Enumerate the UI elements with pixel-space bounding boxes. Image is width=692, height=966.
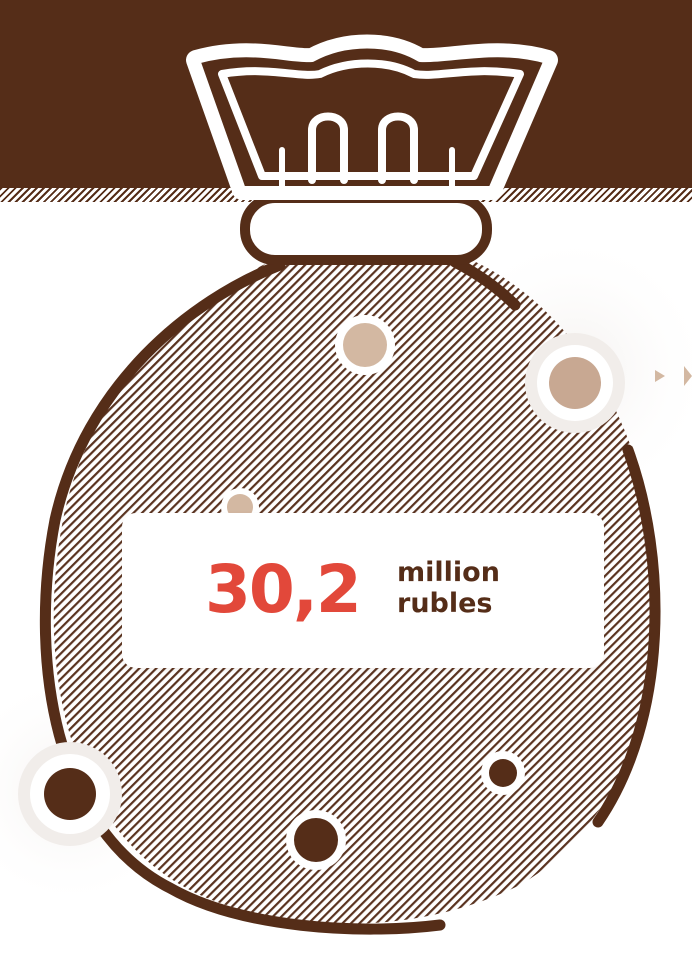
bag-top-inner-outline: [218, 59, 524, 180]
bag-outline-left: [39, 259, 446, 935]
dot-brown-bottom: [294, 818, 338, 862]
bag-knot-lines: [279, 147, 455, 193]
bag-outline-right: [592, 444, 661, 828]
amount-unit-line1: million: [397, 557, 500, 588]
amount-unit: million rubles: [397, 557, 500, 619]
dot-beige-right: [549, 357, 601, 409]
bag-neck-band: [240, 193, 492, 265]
bag-fold-right: [378, 112, 418, 184]
bag-fold-left: [308, 112, 348, 184]
amount-unit-line2: rubles: [397, 588, 493, 619]
dot-brown-left: [44, 768, 96, 820]
amount-card: [122, 513, 604, 668]
dot-beige-top: [343, 323, 387, 367]
bag-outline-top-right: [449, 256, 521, 311]
arrow-right-icon: [655, 366, 692, 386]
dot-brown-small: [489, 759, 517, 787]
amount-value: 30,2: [205, 551, 362, 628]
